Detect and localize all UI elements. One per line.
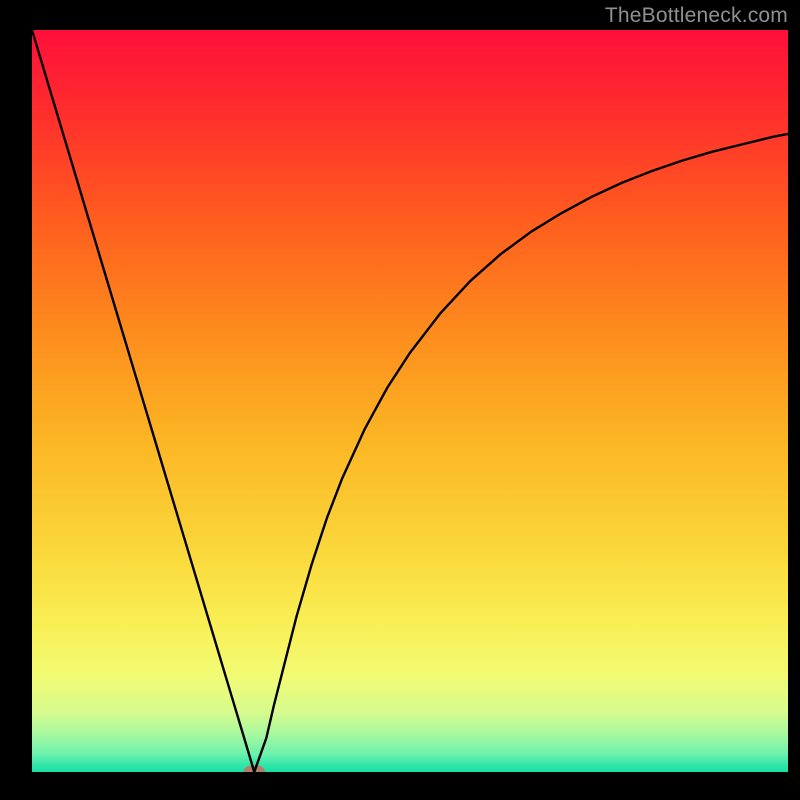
- plot-area: [32, 30, 788, 772]
- frame-right: [788, 0, 800, 800]
- frame-top: [0, 0, 800, 30]
- frame-bottom: [0, 772, 800, 800]
- gradient-background: [32, 30, 788, 772]
- plot-svg: [32, 30, 788, 772]
- frame-left: [0, 0, 32, 800]
- chart-root: TheBottleneck.com: [0, 0, 800, 800]
